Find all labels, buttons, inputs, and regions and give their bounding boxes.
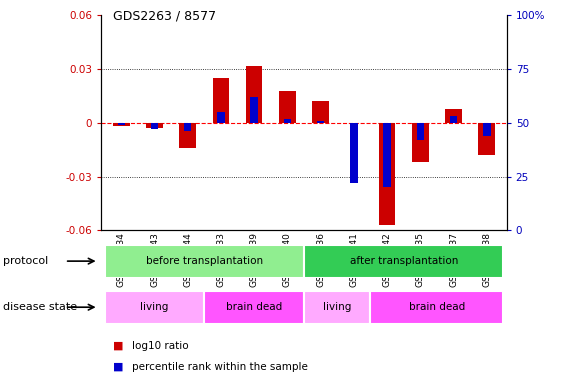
Bar xyxy=(217,112,225,123)
Bar xyxy=(251,97,258,123)
Text: before transplantation: before transplantation xyxy=(146,256,263,266)
Bar xyxy=(412,123,428,162)
Bar xyxy=(445,109,462,123)
Bar xyxy=(304,245,503,278)
Bar xyxy=(483,123,490,136)
Bar xyxy=(180,123,196,148)
Text: living: living xyxy=(140,302,169,312)
Bar xyxy=(304,291,370,324)
Text: GDS2263 / 8577: GDS2263 / 8577 xyxy=(113,10,216,23)
Bar xyxy=(350,123,358,183)
Text: living: living xyxy=(323,302,351,312)
Text: brain dead: brain dead xyxy=(409,302,465,312)
Bar xyxy=(184,123,191,131)
Bar xyxy=(151,123,158,129)
Bar xyxy=(370,291,503,324)
Bar xyxy=(213,78,229,123)
Bar xyxy=(246,66,262,123)
Bar xyxy=(317,121,324,123)
Bar xyxy=(204,291,304,324)
Bar xyxy=(379,123,395,225)
Bar xyxy=(105,291,204,324)
Text: protocol: protocol xyxy=(3,256,48,266)
Bar xyxy=(417,123,424,140)
Text: ■: ■ xyxy=(113,341,123,351)
Bar xyxy=(284,119,291,123)
Bar xyxy=(383,123,391,187)
Text: after transplantation: after transplantation xyxy=(350,256,458,266)
Text: log10 ratio: log10 ratio xyxy=(132,341,189,351)
Text: brain dead: brain dead xyxy=(226,302,282,312)
Bar xyxy=(479,123,495,155)
Text: percentile rank within the sample: percentile rank within the sample xyxy=(132,362,308,372)
Text: disease state: disease state xyxy=(3,302,77,312)
Bar xyxy=(279,91,296,123)
Bar xyxy=(105,245,304,278)
Bar xyxy=(146,123,163,128)
Bar xyxy=(118,123,125,125)
Bar xyxy=(312,101,329,123)
Text: ■: ■ xyxy=(113,362,123,372)
Bar xyxy=(450,116,457,123)
Bar xyxy=(113,123,129,126)
